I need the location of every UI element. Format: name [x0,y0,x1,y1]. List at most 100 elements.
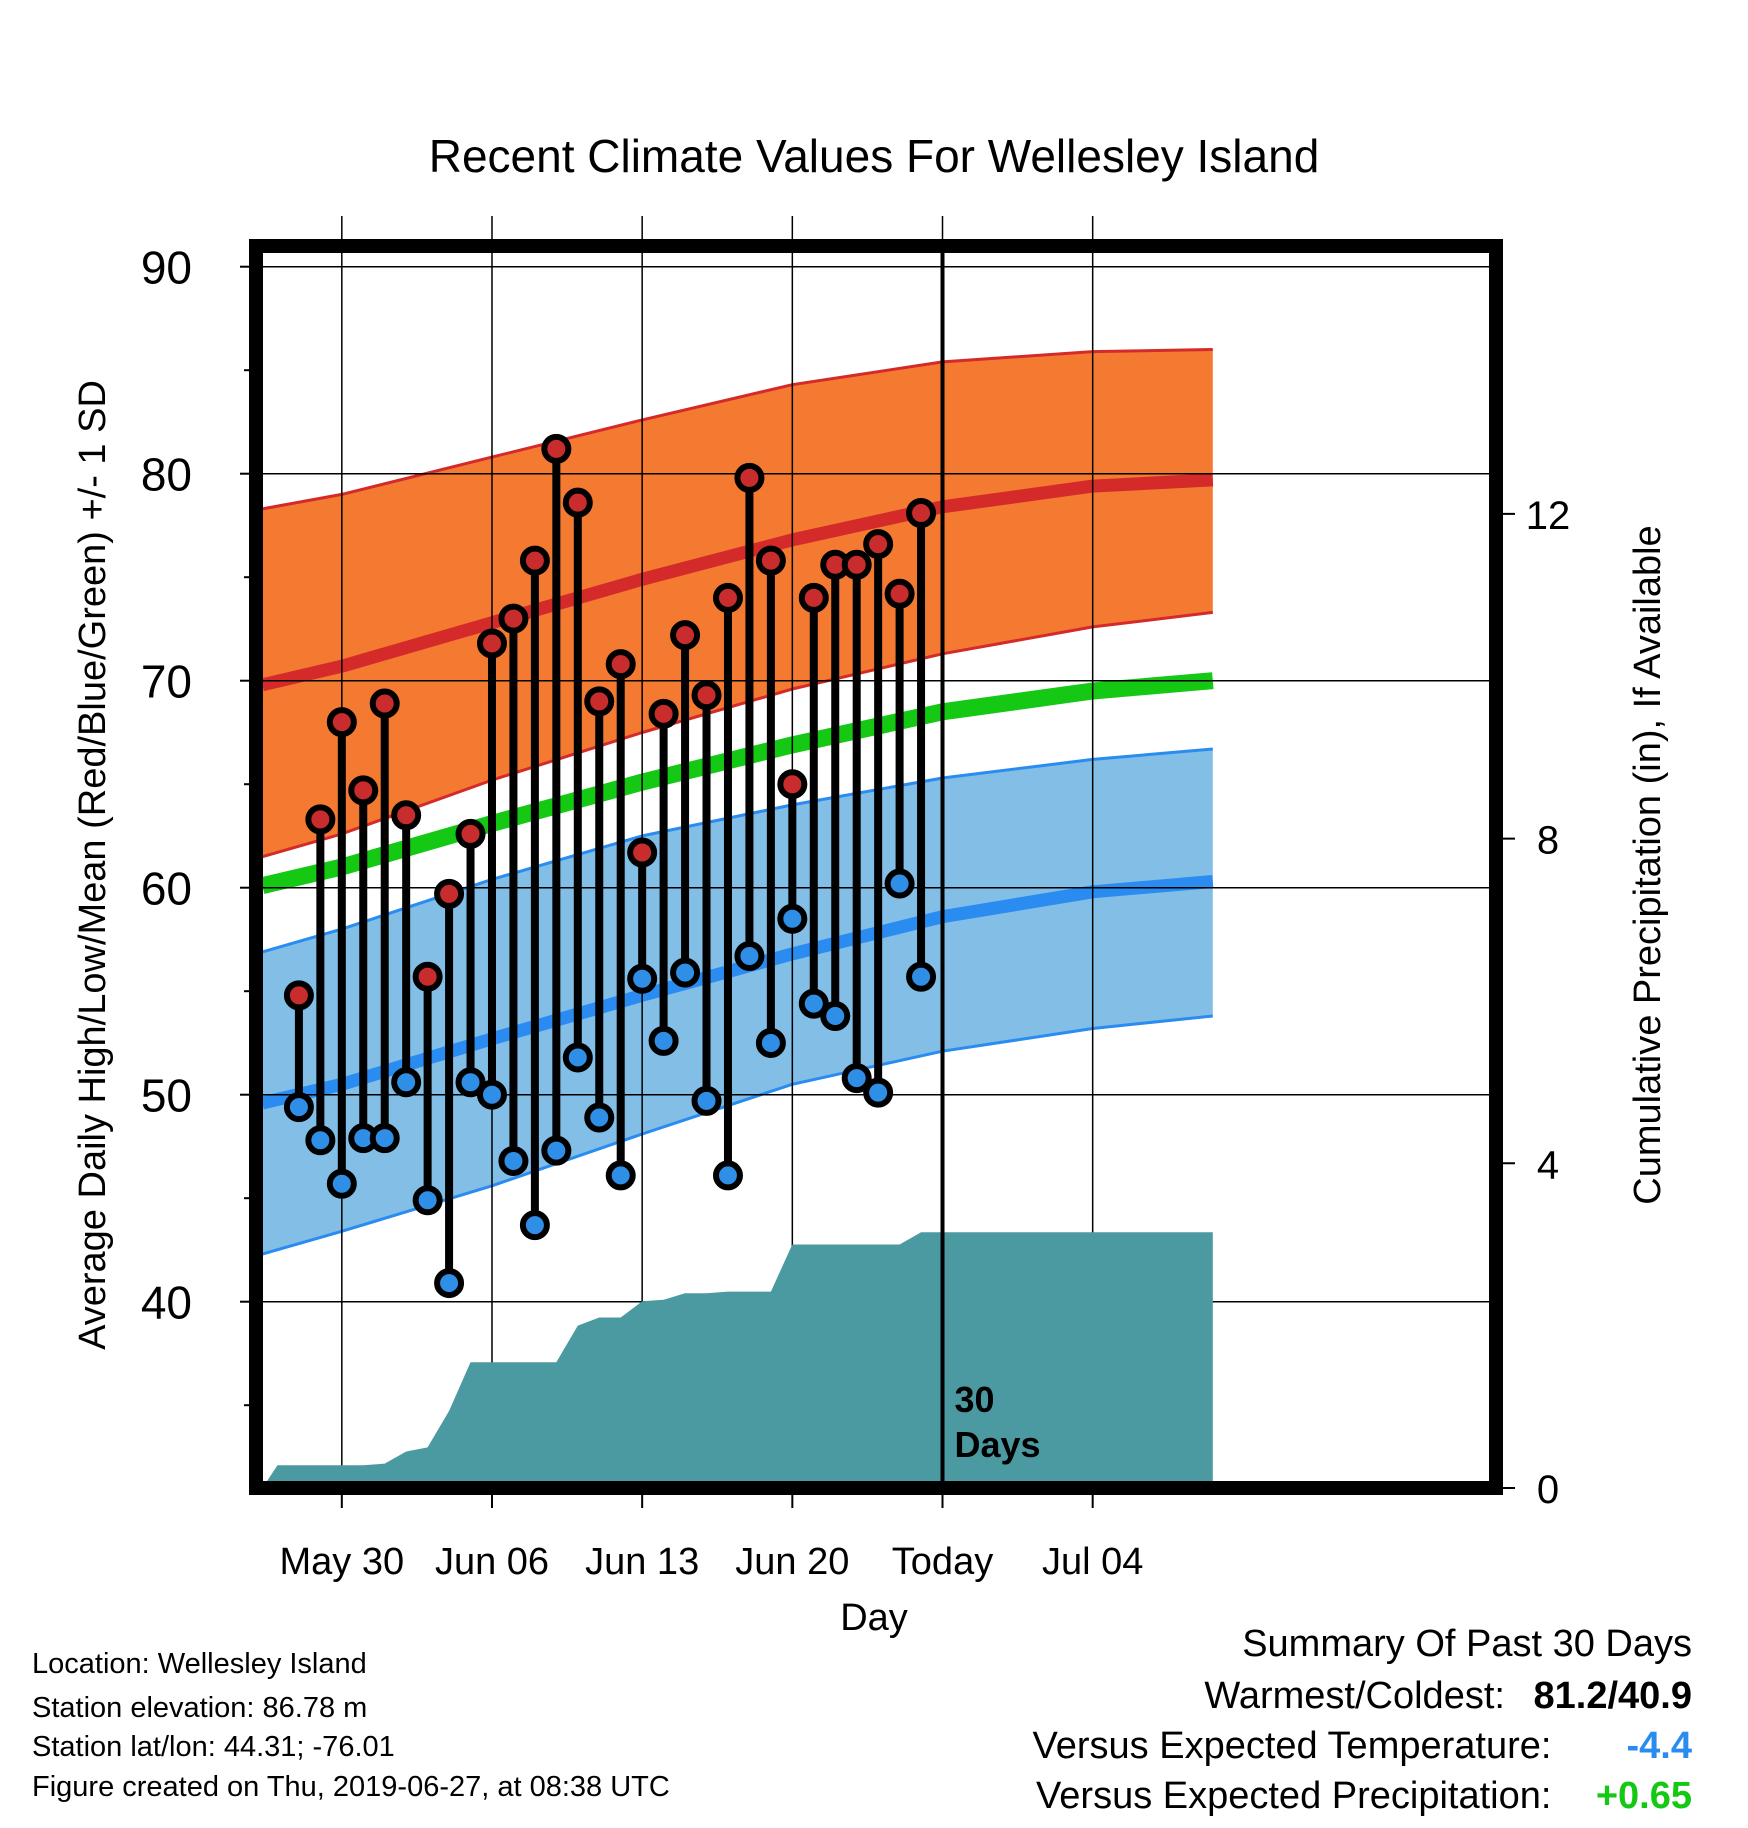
daily-high-point [605,649,636,680]
daily-high-point [283,980,314,1011]
y2-tick-label: 4 [1537,1143,1559,1187]
elevation-text: Station elevation: 86.78 m [32,1692,368,1724]
daily-observations [283,433,937,1299]
y2-tick-label: 0 [1537,1468,1559,1512]
y-tick-label: 60 [141,863,192,915]
daily-low-point [863,1077,894,1108]
x-tick-label: Jun 13 [585,1541,699,1583]
warm-cold-label: Warmest/Coldest: [1204,1675,1505,1717]
y-tick-label: 90 [141,242,192,294]
daily-high-point [455,818,486,849]
daily-high-point [584,686,615,717]
y2-axis-label: Cumulative Precipitation (in), If Availa… [1627,525,1669,1204]
daily-low-point [498,1145,529,1176]
daily-low-point [283,1092,314,1123]
daily-high-point [841,549,872,580]
daily-high-point [734,462,765,493]
daily-high-point [519,545,550,576]
daily-high-point [691,680,722,711]
daily-low-point [691,1085,722,1116]
daily-high-point [627,837,658,868]
daily-high-point [712,582,743,613]
daily-high-point [305,804,336,835]
daily-low-point [326,1168,357,1199]
daily-low-point [391,1067,422,1098]
daily-low-point [434,1268,465,1299]
warm-cold-value: 81.2/40.9 [1533,1675,1692,1717]
summary-warm-cold: Warmest/Coldest: 81.2/40.9 [1204,1677,1692,1715]
daily-high-point [863,529,894,560]
daily-low-point [798,988,829,1019]
summary-precip: Versus Expected Precipitation: +0.65 [1036,1777,1692,1815]
low-sd-band [262,749,1213,1255]
today-label-days: Days [955,1424,1041,1465]
plot-border [249,239,1503,1495]
daily-high-point [498,603,529,634]
daily-high-point [541,433,572,464]
daily-low-point [712,1160,743,1191]
axes: 40 50 60 70 80 90 0 4 8 12 May 30 Jun 06 Jun 13 Jun 2… [141,216,1570,1583]
precip-label: Versus Expected Precipitation: [1036,1775,1552,1817]
daily-high-point [777,769,808,800]
daily-low-point [820,1001,851,1032]
daily-low-point [884,868,915,899]
daily-high-point [884,578,915,609]
daily-low-point [755,1027,786,1058]
x-tick-label: Jun 06 [435,1541,549,1583]
daily-low-point [305,1125,336,1156]
daily-low-point [627,963,658,994]
y-tick-label: 50 [141,1070,192,1122]
plot-frame [249,239,1503,1495]
daily-low-point [412,1185,443,1216]
daily-high-point [648,698,679,729]
y-tick-label: 70 [141,656,192,708]
daily-high-point [755,545,786,576]
location-text: Location: Wellesley Island [32,1648,367,1680]
summary-title: Summary Of Past 30 Days [1242,1623,1692,1665]
daily-high-point [348,775,379,806]
daily-low-point [777,903,808,934]
daily-low-point [670,957,701,988]
daily-low-point [541,1135,572,1166]
daily-low-point [369,1123,400,1154]
daily-high-point [906,498,937,529]
daily-high-point [562,487,593,518]
daily-low-point [906,961,937,992]
chart-title: Recent Climate Values For Wellesley Isla… [429,130,1320,182]
latlon-text: Station lat/lon: 44.31; -76.01 [32,1731,395,1763]
daily-low-point [455,1067,486,1098]
daily-high-point [434,878,465,909]
daily-low-point [519,1210,550,1241]
x-tick-label: Today [892,1541,993,1583]
temp-value: -4.4 [1626,1725,1692,1767]
daily-low-point [734,941,765,972]
y2-tick-label: 8 [1537,819,1559,863]
normal-high-line [260,473,1214,692]
precip-value: +0.65 [1595,1775,1692,1817]
y2-tick-label: 12 [1526,494,1571,538]
high-upper-edge [262,348,1213,511]
daily-high-point [391,800,422,831]
daily-high-point [670,620,701,651]
daily-low-point [476,1079,507,1110]
daily-high-point [798,582,829,613]
today-label-30: 30 [955,1379,995,1420]
daily-low-point [648,1025,679,1056]
x-tick-label: May 30 [280,1541,405,1583]
y-tick-label: 80 [141,449,192,501]
temp-label: Versus Expected Temperature: [1032,1725,1552,1767]
y-axis-label: Average Daily High/Low/Mean (Red/Blue/Gr… [72,380,114,1350]
precip-area [262,1232,1213,1488]
daily-low-point [562,1042,593,1073]
daily-low-point [584,1102,615,1133]
daily-high-point [326,707,357,738]
summary-temp: Versus Expected Temperature: -4.4 [1033,1727,1692,1765]
created-text: Figure created on Thu, 2019-06-27, at 08… [32,1771,670,1803]
daily-high-point [476,628,507,659]
daily-low-point [605,1160,636,1191]
daily-low-point [841,1063,872,1094]
daily-high-point [412,961,443,992]
x-tick-label: Jun 20 [735,1541,849,1583]
